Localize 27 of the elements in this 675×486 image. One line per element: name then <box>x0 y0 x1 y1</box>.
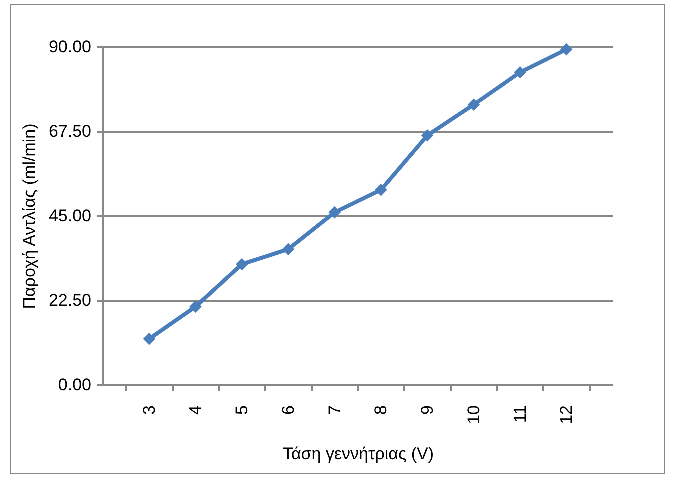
y-tick-label: 0.00 <box>58 376 92 394</box>
x-tick-label: 4 <box>186 406 206 415</box>
point <box>143 333 156 346</box>
x-axis-title: Τάση γεννήτριας (V) <box>282 444 434 464</box>
point <box>328 206 341 219</box>
point <box>514 66 526 79</box>
point <box>560 44 573 56</box>
point <box>375 184 388 196</box>
x-tick-label: 10 <box>464 406 484 424</box>
x-tick-label: 3 <box>140 406 159 415</box>
x-tick-label: 11 <box>510 406 530 424</box>
x-tick-label: 7 <box>325 406 344 415</box>
x-tick-label: 12 <box>557 406 576 424</box>
point <box>282 243 295 256</box>
y-axis-title: Παροχή Αντλίας (ml/min) <box>20 124 39 310</box>
y-tick-label: 45.00 <box>48 206 92 226</box>
y-tick-label: 67.50 <box>48 122 92 141</box>
x-tick-label: 9 <box>418 406 438 415</box>
x-tick-label: 5 <box>232 406 252 415</box>
point <box>236 258 248 271</box>
y-tick-label: 22.50 <box>48 291 92 310</box>
x-tick-label: 8 <box>372 406 391 415</box>
point <box>468 98 480 111</box>
point <box>190 300 202 314</box>
x-tick-label: 6 <box>278 406 298 415</box>
y-tick-label: 90.00 <box>48 38 92 56</box>
point <box>421 130 434 142</box>
